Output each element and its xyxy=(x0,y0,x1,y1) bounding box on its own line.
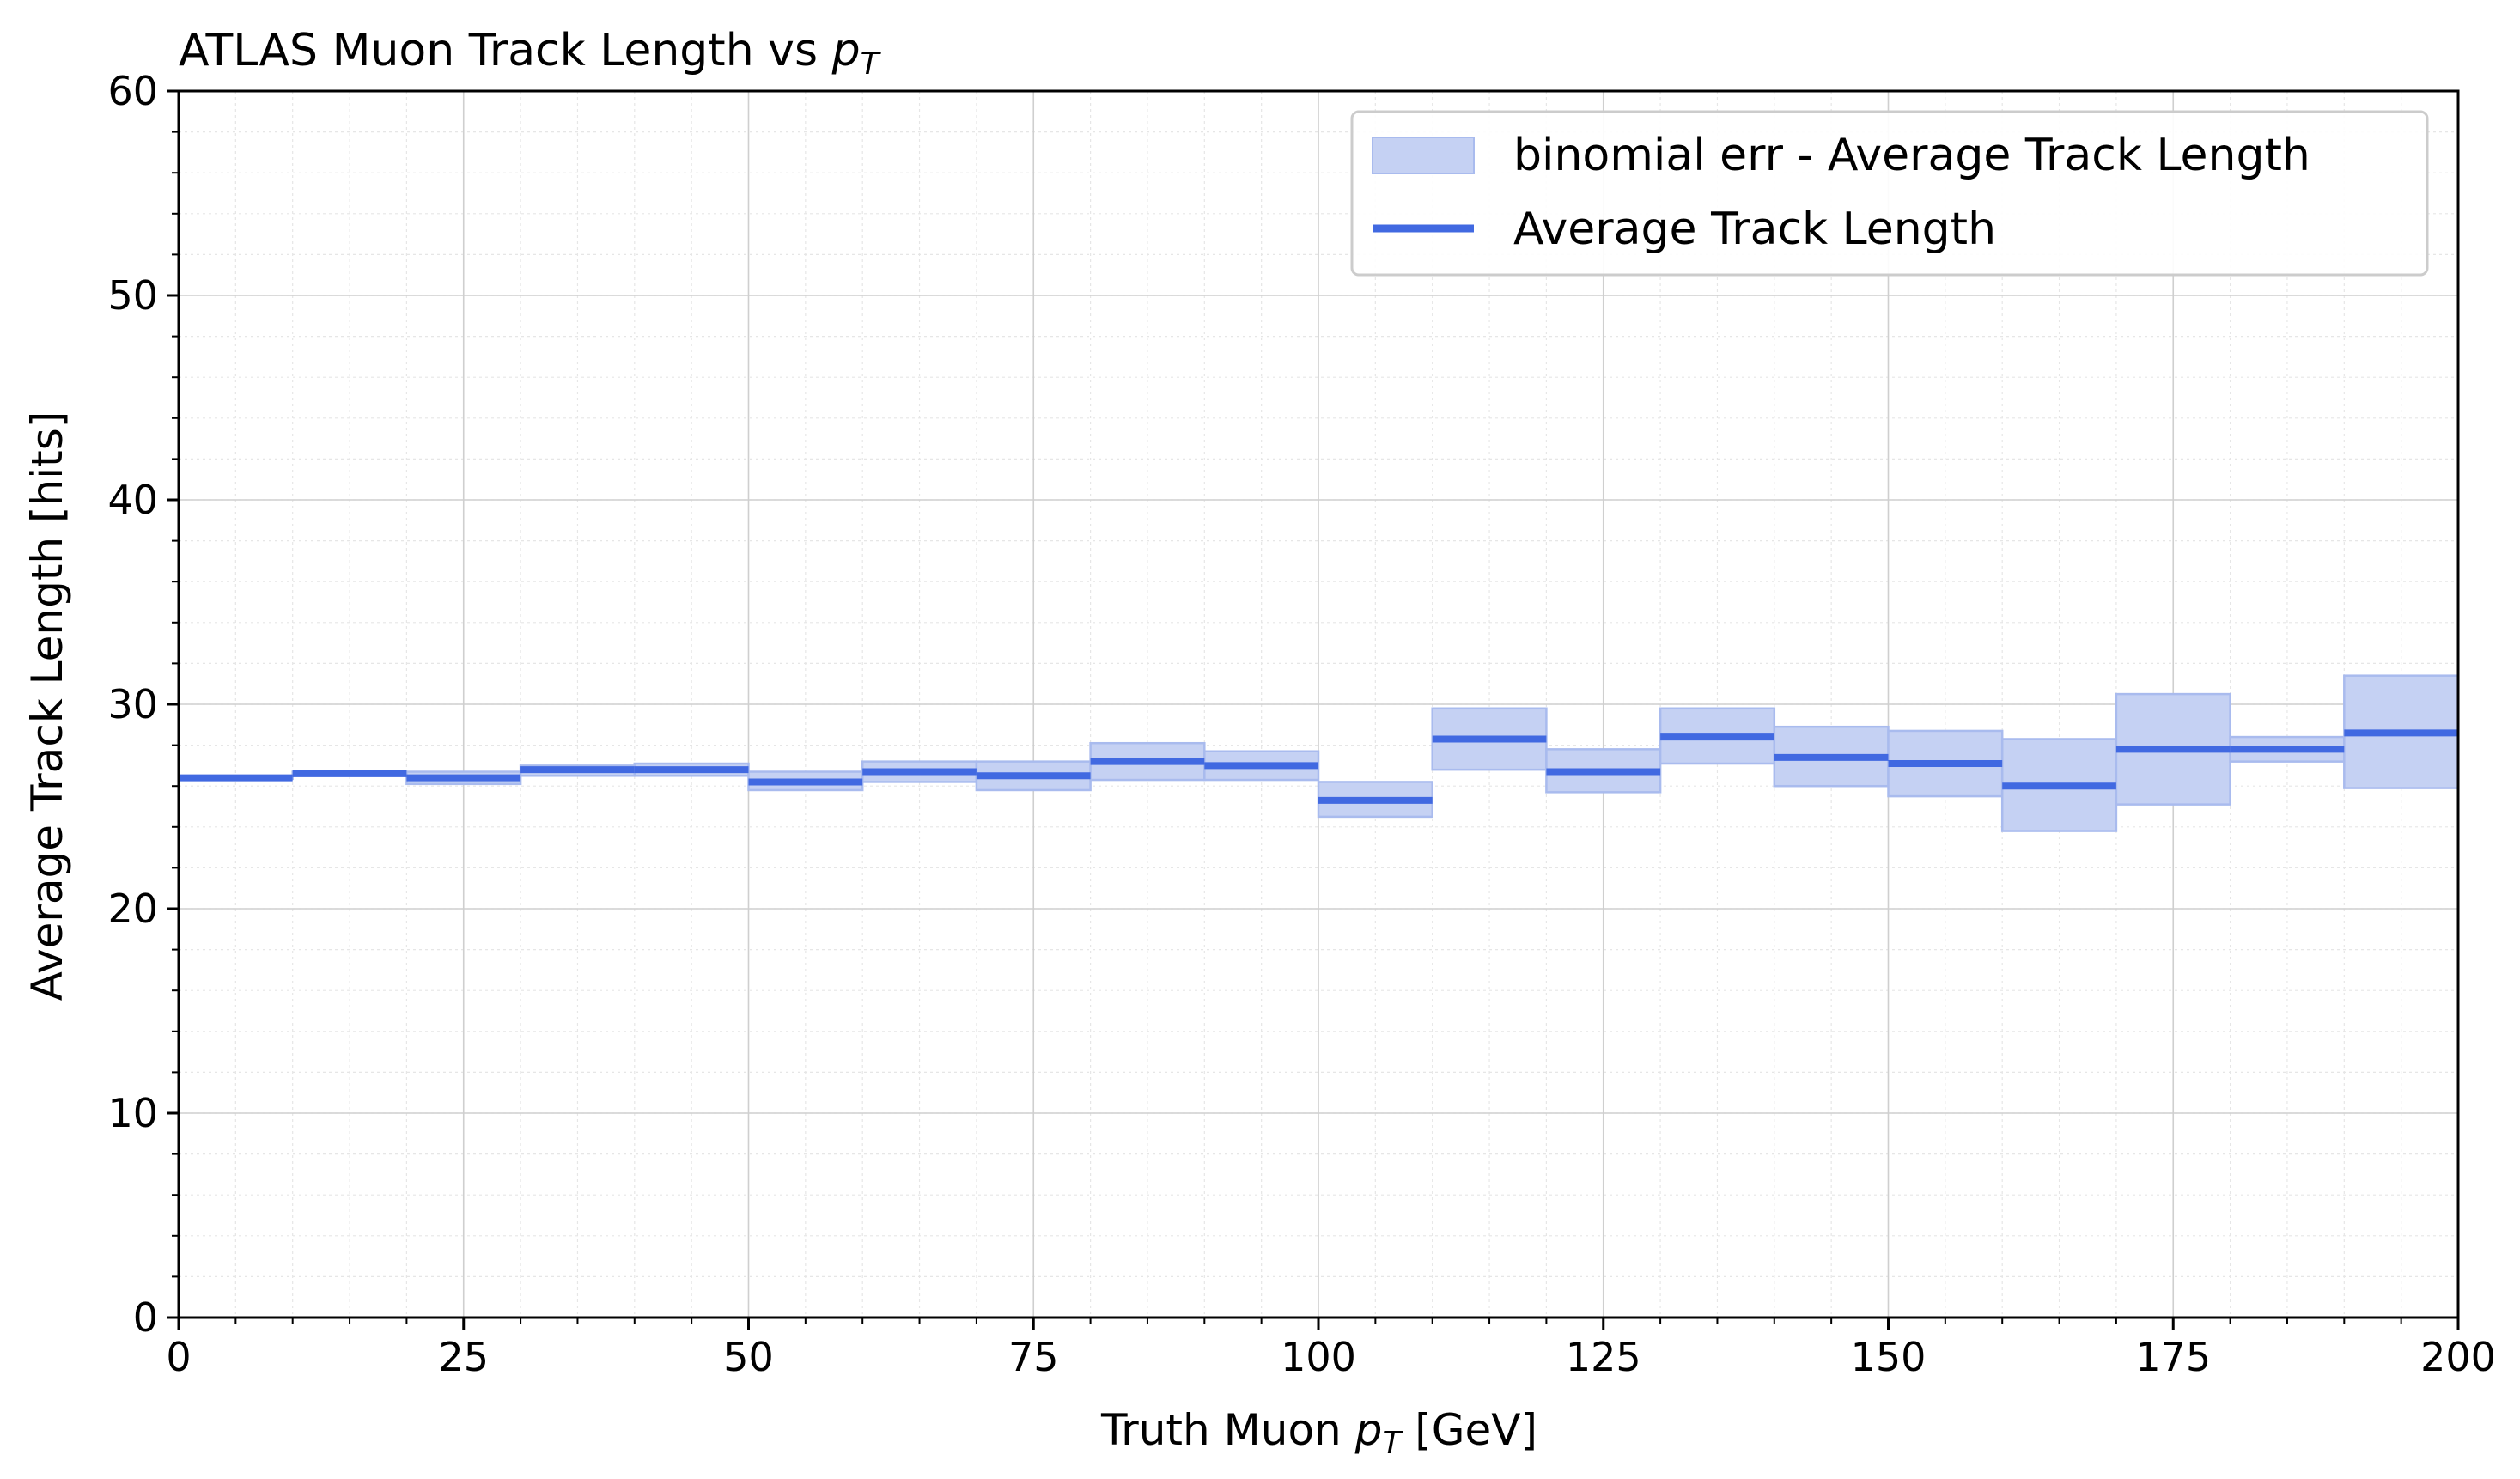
x-axis-label-math-sub: T xyxy=(1382,1426,1403,1461)
y-tick-label: 0 xyxy=(133,1294,158,1341)
y-tick-label: 40 xyxy=(107,477,158,523)
x-axis-ticks: 0 25 50 75 100 125 150 175 200 xyxy=(166,1318,2496,1380)
x-tick-label: 0 xyxy=(166,1334,191,1380)
x-tick-label: 125 xyxy=(1566,1334,1641,1380)
y-tick-label: 60 xyxy=(107,68,158,114)
x-axis-label-prefix: Truth Muon xyxy=(1100,1405,1355,1455)
x-tick-label: 50 xyxy=(723,1334,774,1380)
chart-title-math-sub: T xyxy=(861,46,882,82)
y-tick-label: 10 xyxy=(107,1090,158,1136)
x-axis-label-math: p xyxy=(1354,1405,1383,1455)
x-tick-label: 200 xyxy=(2420,1334,2496,1380)
y-axis-label: Average Track Length [hits] xyxy=(22,411,72,1001)
x-tick-label: 150 xyxy=(1851,1334,1927,1380)
legend-band-swatch xyxy=(1372,137,1475,174)
average-lines xyxy=(179,729,2458,804)
chart-title: ATLAS Muon Track Length vs pT xyxy=(179,25,882,82)
x-tick-label: 25 xyxy=(438,1334,489,1380)
x-tick-label: 100 xyxy=(1281,1334,1356,1380)
x-tick-label: 175 xyxy=(2135,1334,2211,1380)
y-tick-label: 30 xyxy=(107,681,158,727)
legend: binomial err - Average Track Length Aver… xyxy=(1350,110,2429,277)
y-tick-label: 20 xyxy=(107,886,158,932)
x-tick-label: 75 xyxy=(1008,1334,1059,1380)
y-tick-label: 50 xyxy=(107,272,158,319)
legend-box xyxy=(1350,110,2429,277)
legend-band-label: binomial err - Average Track Length xyxy=(1513,130,2310,181)
chart-title-math: p xyxy=(831,25,861,76)
x-axis-label-suffix: [GeV] xyxy=(1401,1405,1537,1455)
y-axis-ticks: 0 10 20 30 40 50 60 xyxy=(107,68,179,1341)
chart-title-text: ATLAS Muon Track Length vs xyxy=(179,25,832,76)
x-axis-label: Truth Muon pT [GeV] xyxy=(1100,1405,1537,1461)
legend-line-label: Average Track Length xyxy=(1513,204,1996,255)
